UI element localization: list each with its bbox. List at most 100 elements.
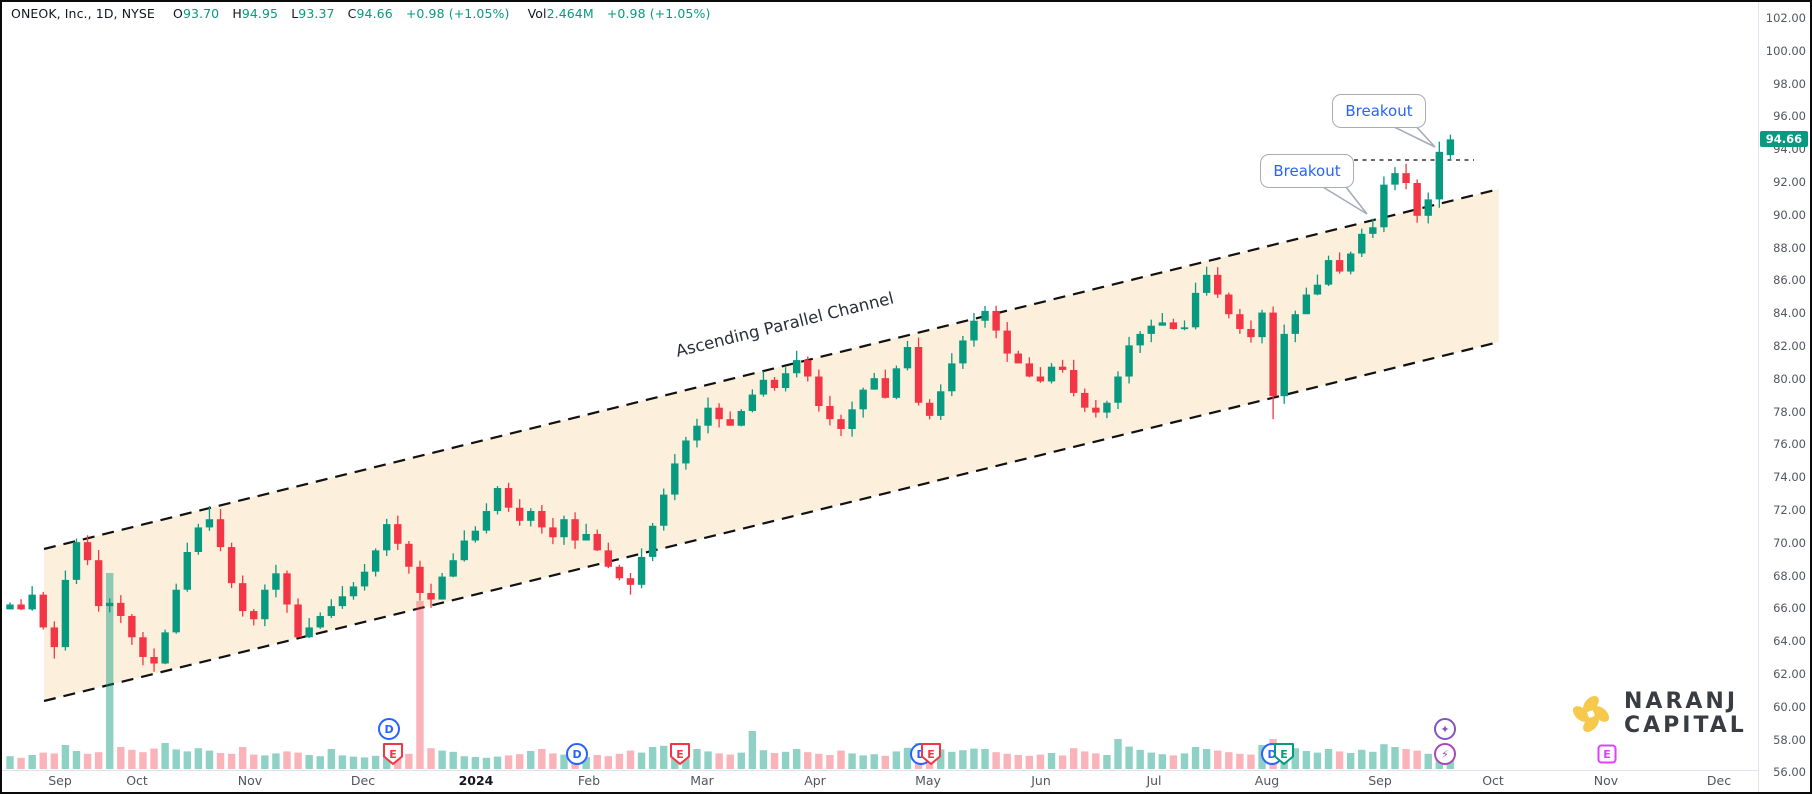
earnings-marker[interactable]: E (921, 743, 941, 765)
candle-body (1169, 322, 1178, 329)
volume-bar (1103, 755, 1111, 769)
volume-bar (804, 752, 812, 769)
volume-bar (970, 748, 978, 769)
volume-bar (1025, 755, 1034, 769)
event-markers-row: DEDEDEDE✦⚡E (378, 718, 1617, 765)
volume-bar (338, 755, 347, 769)
price-tick-label: 98.00 (1773, 76, 1806, 91)
time-tick-label: Sep (48, 773, 72, 788)
channel-upper-line[interactable] (43, 187, 1500, 551)
candle-body (615, 566, 624, 579)
candle-body (1346, 253, 1355, 272)
candle-body (1402, 173, 1410, 183)
volume-bar (482, 757, 491, 769)
candle-body (571, 519, 579, 541)
earnings-marker[interactable]: E (670, 743, 690, 765)
candle-body (394, 524, 402, 544)
volume-bar (294, 752, 302, 769)
earnings-estimate-marker[interactable]: E (1597, 744, 1617, 764)
volume-bar (216, 753, 225, 769)
breakout-callout-1[interactable]: Breakout (1260, 154, 1354, 188)
price-tick-label: 92.00 (1773, 175, 1806, 189)
candle-body (792, 360, 801, 374)
candle-body (205, 519, 214, 528)
volume-bar (117, 747, 125, 769)
volume-bar (460, 756, 468, 769)
dividend-marker[interactable]: D (566, 743, 588, 765)
candle-body (527, 511, 535, 521)
time-axis[interactable]: Sep Oct Nov Dec 2024 Feb Mar Apr May Jun Jul Aug Sep… (2, 773, 1758, 792)
volume-bar (161, 743, 169, 769)
time-tick-label: Apr (804, 773, 826, 788)
candle-body (1003, 330, 1011, 354)
open-value: 93.70 (182, 6, 220, 21)
candle-body (1036, 376, 1045, 382)
earnings-marker[interactable]: E (383, 743, 403, 765)
dividend-marker-letter: D (384, 723, 393, 736)
candle-body (770, 379, 779, 388)
candle-body (493, 488, 502, 511)
channel-fill[interactable] (44, 189, 1499, 701)
earnings-upcoming-marker[interactable]: E (1274, 743, 1294, 765)
candle-body (925, 402, 934, 416)
change-value: +0.98 (+1.05%) (405, 6, 510, 21)
candle-body (892, 368, 901, 398)
candle-body (1081, 392, 1089, 408)
candle-body (371, 550, 380, 572)
symbol-description[interactable]: ONEOK, Inc., 1D, NYSE (11, 6, 155, 21)
volume-bar (438, 750, 446, 769)
volume-bar (560, 754, 568, 769)
candle-body (250, 611, 258, 620)
candle-body (1413, 183, 1421, 216)
channel-lower-line[interactable] (43, 340, 1500, 703)
time-tick-label: Dec (350, 773, 376, 788)
sparkle-event-marker-letter: ✦ (1440, 723, 1449, 736)
volume-bar (194, 748, 203, 769)
candle-body (6, 604, 14, 610)
volume-bar (737, 752, 745, 769)
candle-body (870, 378, 878, 390)
volume-bar (693, 749, 701, 769)
candle-body (903, 347, 912, 369)
time-tick-label: Aug (1254, 773, 1280, 788)
sparkle-event-marker[interactable]: ✦ (1434, 718, 1456, 740)
candle-body (139, 637, 147, 657)
dividend-marker[interactable]: D (378, 718, 400, 740)
candle-body (238, 583, 247, 612)
volume-bar (1302, 751, 1311, 769)
price-axis[interactable]: 102.00 100.00 98.00 96.00 94.00 92.00 90.00 88.… (1759, 2, 1810, 792)
candle-body (1313, 284, 1322, 295)
volume-bar (1047, 753, 1056, 769)
candle-body (17, 604, 25, 610)
dividend-marker-letter: D (572, 748, 581, 761)
breakout-callout-2[interactable]: Breakout (1332, 94, 1426, 128)
price-tick-label: 84.00 (1773, 306, 1806, 321)
high-value: 94.95 (241, 6, 279, 21)
volume-bar (515, 754, 524, 769)
candle-body (405, 543, 413, 567)
candle-body (504, 488, 513, 508)
candle-body (216, 519, 225, 548)
earnings-marker-letter: E (389, 748, 397, 761)
candle-body (671, 463, 679, 495)
volume-bar (1202, 749, 1211, 769)
symbol-legend[interactable]: ONEOK, Inc., 1D, NYSE O93.70 H94.95 L93.… (11, 6, 710, 21)
candle-body (1358, 233, 1366, 254)
candle-body (726, 419, 734, 426)
volume-bar (937, 749, 945, 769)
volume-bar (1136, 749, 1144, 769)
candle-body (471, 530, 480, 541)
volume-bar (128, 749, 136, 769)
candle-body (261, 589, 269, 620)
close-label: C (347, 6, 357, 21)
volume-bar (383, 754, 391, 769)
volume-bar (150, 748, 158, 769)
volume-bar (272, 753, 280, 769)
candle-body (283, 573, 291, 605)
candle-body (1225, 294, 1233, 315)
volume-bar (6, 756, 14, 769)
volume-bar (106, 573, 114, 769)
flash-event-marker[interactable]: ⚡ (1434, 743, 1456, 765)
